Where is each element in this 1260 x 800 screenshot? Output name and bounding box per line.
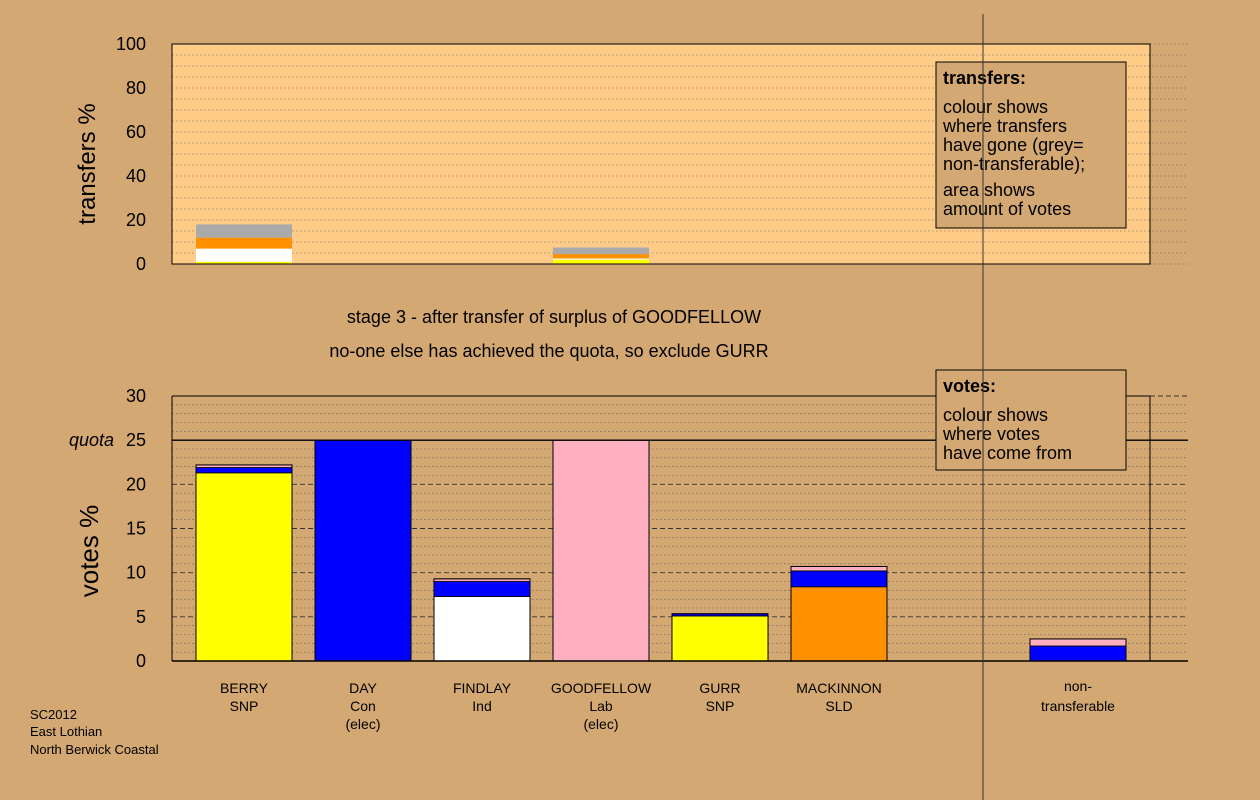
y-tick-label: 0 xyxy=(136,254,146,274)
candidate-party-label: SLD xyxy=(825,698,852,714)
votes-bars xyxy=(195,439,1127,662)
transfers-legend-line: non-transferable); xyxy=(943,154,1085,174)
transfer-segment xyxy=(196,248,292,262)
y-tick-label: 20 xyxy=(126,210,146,230)
vote-segment xyxy=(790,586,888,662)
y-tick-label: 30 xyxy=(126,386,146,406)
action-caption: no-one else has achieved the quota, so e… xyxy=(329,341,768,361)
transfers-legend-line: amount of votes xyxy=(943,199,1071,219)
transfers-plot-frame xyxy=(171,43,1151,265)
vote-segment xyxy=(195,472,293,662)
vote-segment xyxy=(790,570,888,588)
stage-caption: stage 3 - after transfer of surplus of G… xyxy=(347,307,761,327)
candidate-name-label: BERRY xyxy=(220,680,269,696)
y-tick-label: 20 xyxy=(126,474,146,494)
transfer-segment xyxy=(553,259,649,264)
transfer-segment xyxy=(196,261,292,264)
votes-legend-line: colour shows xyxy=(943,405,1048,425)
candidate-name-label: MACKINNON xyxy=(796,680,882,696)
transfer-segment xyxy=(196,237,292,249)
votes-legend-line: where votes xyxy=(942,424,1040,444)
candidate-status-label: (elec) xyxy=(583,716,618,732)
y-tick-label: 60 xyxy=(126,122,146,142)
footer-council: East Lothian xyxy=(30,724,102,739)
y-tick-label: 10 xyxy=(126,563,146,583)
y-tick-label: 80 xyxy=(126,78,146,98)
vote-segment xyxy=(1029,645,1127,662)
y-tick-label: 100 xyxy=(116,34,146,54)
y-tick-label: 25 xyxy=(126,430,146,450)
vote-segment xyxy=(1029,638,1127,647)
candidate-name-label: FINDLAY xyxy=(453,680,512,696)
transfers-legend-line: colour shows xyxy=(943,97,1048,117)
vote-segment xyxy=(433,581,531,597)
non-transferable-label: transferable xyxy=(1041,698,1115,714)
transfers-y-ticks: 0 20 40 60 80 100 xyxy=(116,34,146,274)
votes-y-axis-title: votes % xyxy=(74,505,104,598)
transfers-gridlines xyxy=(172,43,1188,265)
candidate-status-label: (elec) xyxy=(345,716,380,732)
candidate-name-label: DAY xyxy=(349,680,377,696)
y-tick-label: 40 xyxy=(126,166,146,186)
transfers-legend-title: transfers: xyxy=(943,68,1026,88)
footer-election: SC2012 xyxy=(30,707,77,722)
candidate-name-label: GURR xyxy=(699,680,740,696)
transfers-y-axis-title: transfers % xyxy=(74,103,101,224)
quota-label: quota xyxy=(69,430,114,450)
candidate-party-label: Con xyxy=(350,698,376,714)
non-transferable-label: non- xyxy=(1064,678,1092,694)
transfers-legend-line: area shows xyxy=(943,180,1035,200)
transfers-legend-box: transfers: colour shows where transfers … xyxy=(935,61,1127,229)
votes-panel: 0 5 10 15 20 25 30 quota votes % votes: colour… xyxy=(69,369,1188,671)
transfer-segment xyxy=(196,224,292,238)
transfers-bars xyxy=(196,224,649,264)
candidate-party-label: Lab xyxy=(589,698,613,714)
votes-y-ticks: 0 5 10 15 20 25 30 xyxy=(126,386,146,671)
votes-legend-line: have come from xyxy=(943,443,1072,463)
footer: SC2012 East Lothian North Berwick Coasta… xyxy=(30,707,159,757)
vote-segment xyxy=(195,467,293,474)
transfers-legend-line: have gone (grey= xyxy=(943,135,1084,155)
votes-legend-box: votes: colour shows where votes have com… xyxy=(935,369,1127,471)
footer-ward: North Berwick Coastal xyxy=(30,742,159,757)
candidate-party-label: SNP xyxy=(230,698,259,714)
candidate-labels: BERRY SNP DAY Con (elec) FINDLAY Ind GOO… xyxy=(220,678,1115,732)
transfer-segment xyxy=(553,254,649,259)
transfers-legend-frame xyxy=(935,61,1127,229)
candidate-party-label: Ind xyxy=(472,698,491,714)
y-tick-label: 0 xyxy=(136,651,146,671)
vote-segment xyxy=(552,439,650,662)
votes-legend-frame xyxy=(935,369,1127,471)
candidate-party-label: SNP xyxy=(706,698,735,714)
transfers-panel: 0 20 40 60 80 100 transfers % transfers: colo… xyxy=(74,34,1188,274)
y-tick-label: 5 xyxy=(136,607,146,627)
vote-segment xyxy=(433,596,531,662)
transfers-legend-line: where transfers xyxy=(942,116,1067,136)
vote-segment xyxy=(671,615,769,662)
transfer-segment xyxy=(553,258,649,260)
y-tick-label: 15 xyxy=(126,519,146,539)
vote-segment xyxy=(314,439,412,662)
vote-segment xyxy=(790,566,888,572)
votes-legend-title: votes: xyxy=(943,376,996,396)
transfer-segment xyxy=(553,247,649,255)
candidate-name-label: GOODFELLOW xyxy=(551,680,652,696)
